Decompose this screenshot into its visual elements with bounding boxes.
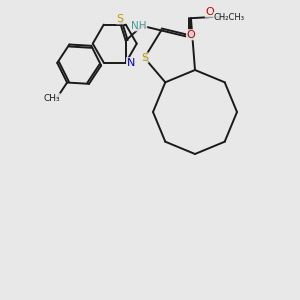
Text: S: S <box>141 53 148 63</box>
Text: CH₃: CH₃ <box>44 94 60 103</box>
Text: NH: NH <box>131 21 147 31</box>
Text: CH₂CH₃: CH₂CH₃ <box>214 13 244 22</box>
Text: N: N <box>127 58 135 68</box>
Text: S: S <box>117 14 124 24</box>
Text: O: O <box>187 30 195 40</box>
Text: O: O <box>205 7 214 17</box>
